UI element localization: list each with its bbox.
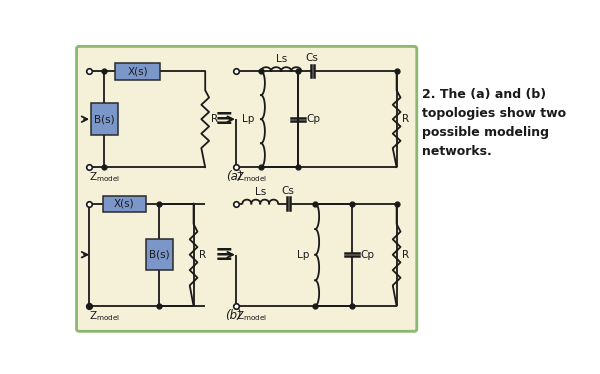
Bar: [115, 63, 160, 80]
Text: Ls: Ls: [275, 54, 287, 64]
Text: X(s): X(s): [114, 199, 134, 209]
Text: X(s): X(s): [127, 67, 148, 76]
Text: R: R: [211, 114, 218, 124]
Text: R: R: [402, 250, 409, 260]
Text: ≡: ≡: [214, 109, 233, 129]
Text: R: R: [402, 114, 409, 124]
Text: Ls: Ls: [254, 187, 266, 197]
Text: Lp: Lp: [242, 114, 255, 124]
Text: Cp: Cp: [306, 114, 320, 124]
Bar: [91, 103, 118, 135]
Text: (b): (b): [226, 309, 242, 322]
Text: ≡: ≡: [214, 245, 233, 265]
Text: B(s): B(s): [94, 114, 115, 124]
FancyBboxPatch shape: [77, 46, 417, 331]
Text: B(s): B(s): [149, 250, 170, 260]
Text: Lp: Lp: [296, 250, 309, 260]
Text: Z$_{\rm model}$: Z$_{\rm model}$: [89, 171, 120, 184]
Text: Cs: Cs: [281, 186, 295, 196]
Text: Z$_{\rm model}$: Z$_{\rm model}$: [236, 171, 268, 184]
Text: Z$_{\rm model}$: Z$_{\rm model}$: [89, 309, 120, 323]
Text: networks.: networks.: [422, 145, 492, 159]
Text: (a): (a): [226, 171, 242, 183]
Text: Cp: Cp: [360, 250, 374, 260]
Text: topologies show two: topologies show two: [422, 107, 566, 120]
Text: possible modeling: possible modeling: [422, 126, 549, 139]
Text: Z$_{\rm model}$: Z$_{\rm model}$: [236, 309, 268, 323]
Text: R: R: [199, 250, 206, 260]
Bar: [103, 196, 146, 212]
Text: Cs: Cs: [306, 53, 319, 63]
Text: 2. The (a) and (b): 2. The (a) and (b): [422, 88, 547, 101]
Bar: [146, 239, 173, 270]
